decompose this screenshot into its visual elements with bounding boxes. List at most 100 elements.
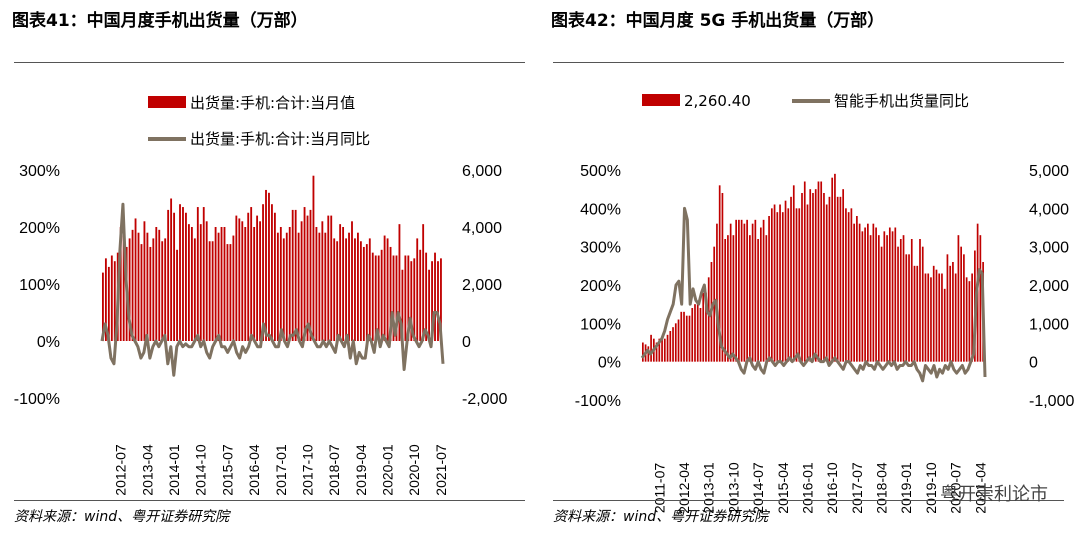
y-left-tick-label: 300% [580,240,621,257]
bar [812,193,814,362]
bar [663,338,666,362]
series-line [100,202,445,377]
bar [176,249,178,341]
bar [128,238,131,341]
y-right-tick-label: 2,000 [462,277,502,294]
bar [749,235,751,362]
y-right-tick-label: 4,000 [1029,201,1069,218]
bar [669,331,672,362]
bar [883,231,886,362]
bar [864,227,866,362]
y-left-tick-label: 200% [580,278,621,295]
bar [152,238,155,341]
bar [202,207,205,341]
bar [407,255,410,341]
x-tick-label: 2019-01 [898,462,914,514]
bar [751,223,754,362]
chart-panel-41: 图表41：中国月度手机出货量（万部） -100% 0% 100% 200% 300% -2… [12,11,525,525]
bar [743,223,746,362]
y-left-tick-label: 0% [598,355,621,372]
bar [205,221,208,341]
bar [842,189,845,362]
y-left-tick-label: 200% [19,220,60,237]
bar [924,273,927,362]
bar [801,193,803,362]
y-right-tick-label: 6,000 [462,163,502,180]
bar [779,204,781,362]
bar [262,204,264,341]
bar [647,346,650,362]
bar [853,223,855,362]
bar [806,204,809,362]
x-tick-label: 2016-04 [246,444,262,496]
bar [691,308,694,362]
y-left-tick-label: 300% [19,163,60,180]
bar [161,241,164,341]
bar [869,235,872,362]
bar [888,227,891,362]
bar [431,261,433,341]
y-left-tick-label: 400% [580,201,621,218]
y-right-tick-label: -1,000 [1029,393,1074,410]
bar [941,273,943,362]
divider [553,500,1064,501]
legend-swatch-bar [642,94,680,106]
bar [642,342,644,362]
bar [288,227,291,341]
watermark: 粤开崇利论市 [940,484,1048,505]
bar [250,207,253,341]
series-line [640,206,987,383]
bar [867,223,869,362]
bar [398,224,401,341]
x-tick-label: 2020-01 [380,444,396,496]
bar [276,232,279,341]
bar [965,277,968,362]
bar [137,232,140,341]
bar [979,235,982,362]
bar [229,244,232,341]
x-tick-label: 2016-01 [800,462,816,514]
bar [140,244,143,341]
bar [303,207,306,341]
bar [383,235,386,341]
bar [357,232,359,341]
bar [362,246,365,341]
bar [817,181,820,362]
bar [759,227,762,362]
bar [437,261,439,341]
x-tick-label: 2014-10 [193,444,209,496]
bar [916,265,919,362]
bar [732,235,735,362]
bar [919,239,921,362]
bar [300,221,303,341]
bar [119,227,122,341]
bar [790,196,792,362]
x-tick-label: 2020-10 [406,444,422,496]
bar [946,254,949,362]
bar [164,238,167,341]
bar [110,255,113,341]
bar [182,207,184,341]
bar [902,235,905,362]
x-tick-label: 2018-04 [874,462,890,514]
bar [781,212,784,362]
bar [377,255,380,341]
bar [952,262,954,362]
bar [677,319,680,362]
chart-title: 图表41：中国月度手机出货量（万部） [12,11,308,31]
bar [905,254,908,362]
bar [131,229,134,341]
y-right-tick-label: 3,000 [1029,240,1069,257]
bar [943,288,946,362]
bar [770,208,773,362]
y-right-tick-label: 5,000 [1029,163,1069,180]
bar [333,238,336,341]
x-tick-label: 2015-07 [219,444,235,496]
bar [738,219,740,362]
bar [324,232,327,341]
bar [696,304,699,362]
bar [968,281,971,362]
bar [279,227,282,341]
bar [897,246,899,362]
bar [359,241,362,341]
